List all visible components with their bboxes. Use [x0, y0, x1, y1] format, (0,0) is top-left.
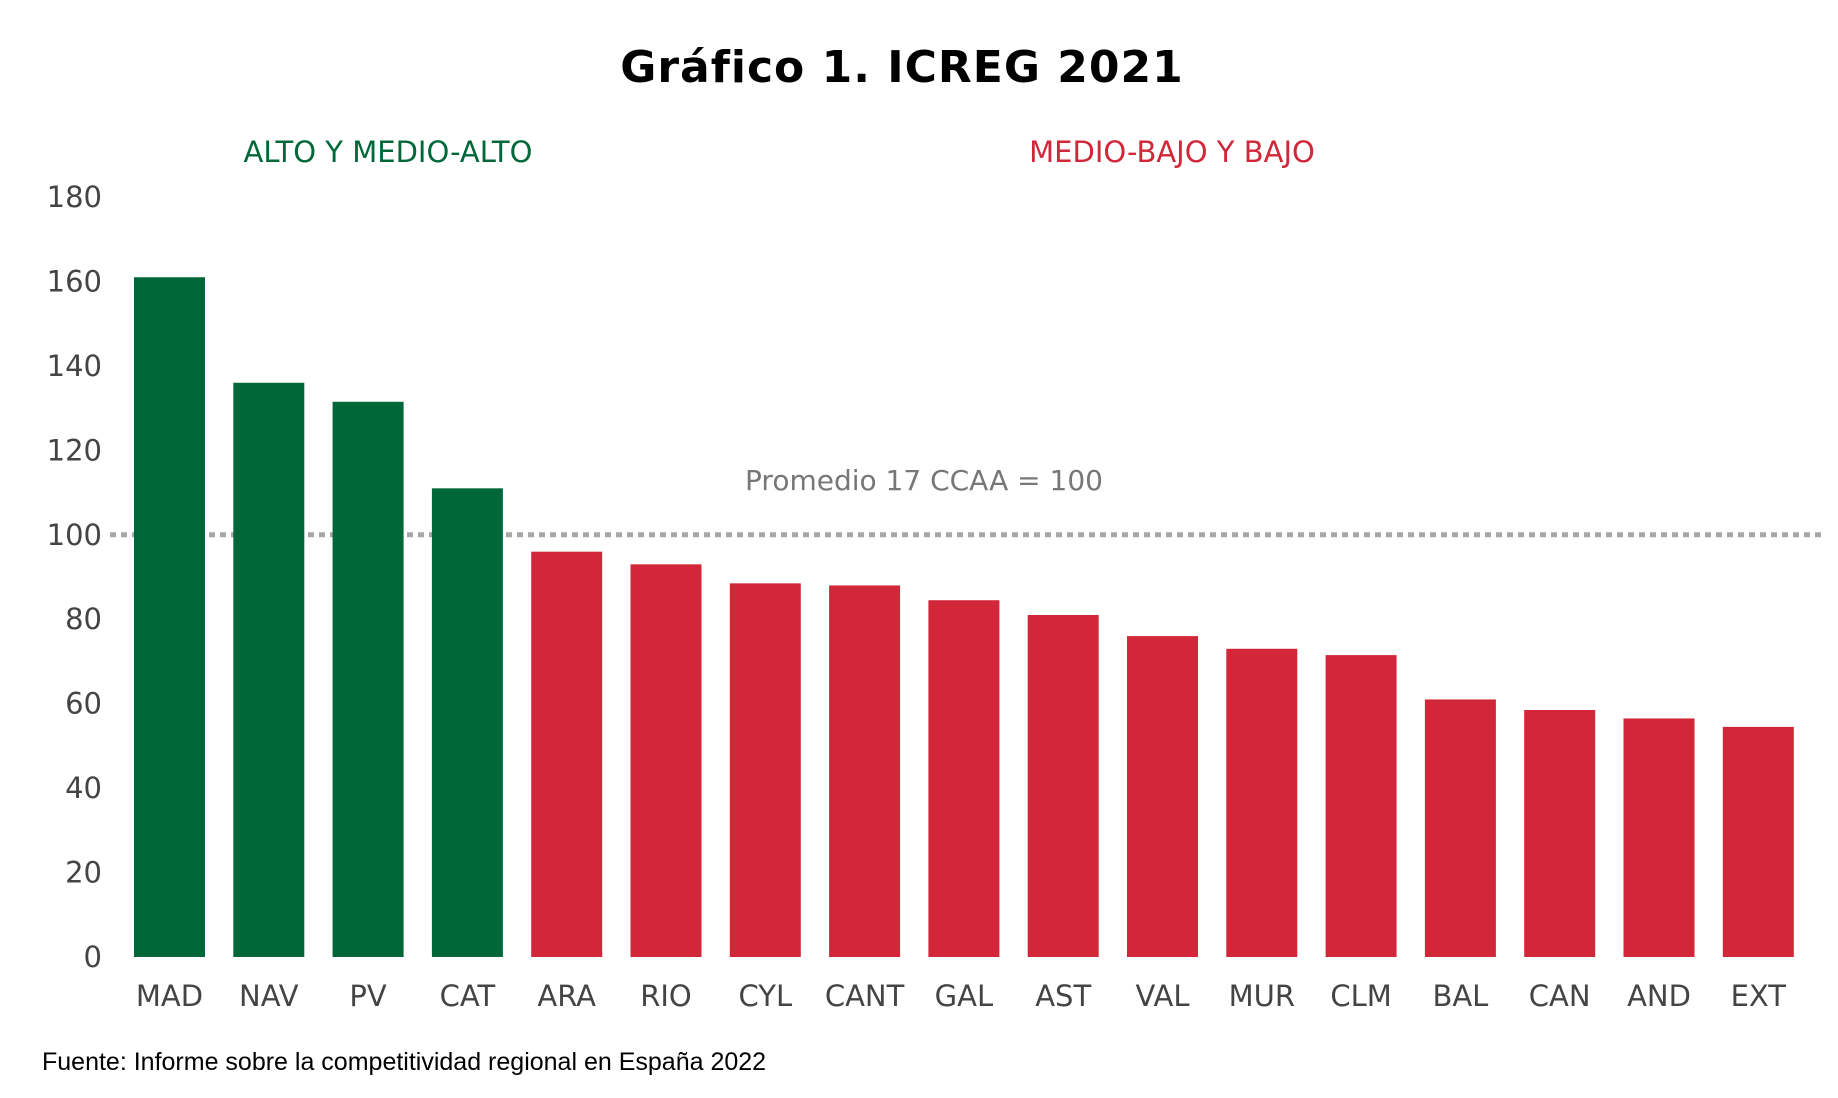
group-label-high: ALTO Y MEDIO-ALTO	[244, 135, 533, 169]
x-tick-label: CANT	[825, 979, 905, 1013]
bar-rio	[630, 564, 702, 957]
bar-mur	[1226, 648, 1298, 957]
x-tick-label: NAV	[239, 979, 299, 1013]
y-tick-label: 0	[84, 940, 102, 974]
x-tick-label: CLM	[1330, 979, 1391, 1013]
x-tick-label: MAD	[136, 979, 203, 1013]
x-tick-label: BAL	[1432, 979, 1488, 1013]
x-tick-label: RIO	[640, 979, 692, 1013]
x-tick-label: CAT	[440, 979, 496, 1013]
bar-cyl	[729, 583, 801, 957]
y-tick-label: 140	[47, 349, 102, 383]
x-tick-label: PV	[349, 979, 386, 1013]
x-tick-label: AND	[1627, 979, 1691, 1013]
x-tick-label: EXT	[1731, 979, 1787, 1013]
bar-val	[1127, 636, 1198, 957]
x-tick-label: CAN	[1529, 979, 1591, 1013]
y-tick-label: 180	[47, 180, 102, 214]
y-tick-label: 80	[65, 602, 102, 636]
y-tick-label: 40	[65, 771, 102, 805]
x-tick-label: AST	[1035, 979, 1091, 1013]
bar-ast	[1027, 615, 1099, 957]
x-tick-label: VAL	[1136, 979, 1190, 1013]
bar-cat	[431, 488, 503, 957]
bar-clm	[1325, 655, 1397, 957]
bar-cant	[829, 585, 901, 957]
y-tick-label: 160	[47, 264, 102, 298]
source-note: Fuente: Informe sobre la competitividad …	[42, 1048, 766, 1076]
bar-gal	[928, 600, 1000, 957]
x-tick-label: CYL	[738, 979, 792, 1013]
y-tick-label: 100	[47, 518, 102, 552]
bar-pv	[332, 401, 404, 957]
y-tick-label: 120	[47, 433, 102, 467]
bar-ara	[531, 551, 603, 957]
x-axis: MAD NAV PV CAT ARA RIO CYL CANT GAL AST VAL MUR CLM B…	[136, 979, 1786, 1013]
y-tick-label: 20	[65, 856, 102, 890]
group-label-low: MEDIO-BAJO Y BAJO	[1029, 135, 1315, 169]
y-tick-label: 60	[65, 687, 102, 721]
bar-and	[1623, 718, 1695, 957]
average-reference-label: Promedio 17 CCAA = 100	[745, 464, 1103, 497]
bar-bal	[1424, 699, 1496, 957]
bars	[134, 277, 1794, 957]
y-axis: 0 20 40 60 80 100 120 140 160 180	[47, 180, 102, 974]
x-tick-label: MUR	[1229, 979, 1295, 1013]
bar-nav	[233, 382, 305, 957]
bar-can	[1524, 710, 1596, 957]
bar-ext	[1722, 726, 1794, 957]
chart-title: Gráfico 1. ICREG 2021	[620, 42, 1184, 93]
x-tick-label: GAL	[935, 979, 993, 1013]
x-tick-label: ARA	[537, 979, 596, 1013]
bar-mad	[134, 277, 205, 957]
